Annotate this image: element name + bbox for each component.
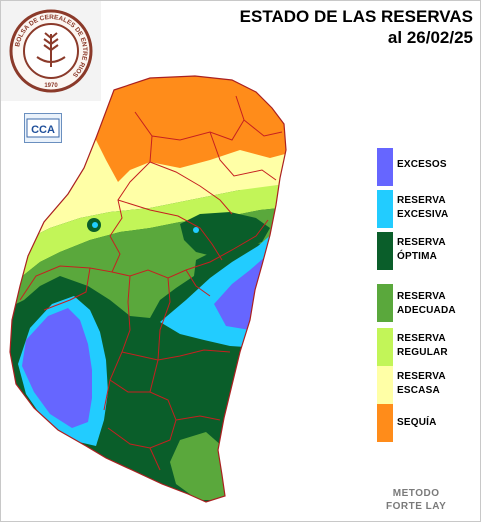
legend-label: EXCESOS <box>397 159 447 170</box>
zone-excesiva-spot-east <box>193 227 199 233</box>
legend-label: RESERVA REGULAR <box>397 333 448 358</box>
legend-swatch <box>377 284 393 322</box>
zone-excesos-west <box>22 308 92 428</box>
legend-label: RESERVA ESCASA <box>397 371 446 396</box>
legend-swatch <box>377 190 393 228</box>
title-line-2: al 26/02/25 <box>387 28 473 47</box>
legend-swatch <box>377 366 393 404</box>
legend-swatch <box>377 328 393 366</box>
bolsa-cereales-logo: BOLSA DE CEREALES DE ENTRE RIOS 1970 <box>9 9 93 93</box>
zone-optima-east-patch <box>180 212 270 256</box>
map-title: ESTADO DE LAS RESERVAS al 26/02/25 <box>240 6 473 48</box>
legend-swatch <box>377 148 393 186</box>
department-borders <box>19 95 283 471</box>
title-line-1: ESTADO DE LAS RESERVAS <box>239 7 473 26</box>
method-credit: METODO FORTE LAY <box>386 488 447 512</box>
legend-swatch <box>377 232 393 270</box>
cca-badge: CCA <box>24 113 62 143</box>
zone-adecuada-south <box>170 432 230 500</box>
legend-label: RESERVA ÓPTIMA <box>397 237 446 262</box>
legend-swatch <box>377 404 393 442</box>
province-outline <box>9 75 287 503</box>
legend-label: RESERVA EXCESIVA <box>397 195 449 220</box>
legend-label: SEQUÍA <box>397 417 437 428</box>
zone-excesiva-spot-west <box>92 222 98 228</box>
cca-badge-text: CCA <box>31 124 55 136</box>
logo-container: BOLSA DE CEREALES DE ENTRE RIOS 1970 <box>1 1 101 101</box>
logo-year: 1970 <box>44 83 58 89</box>
legend-label: RESERVA ADECUADA <box>397 291 456 316</box>
zone-regular <box>10 182 286 290</box>
